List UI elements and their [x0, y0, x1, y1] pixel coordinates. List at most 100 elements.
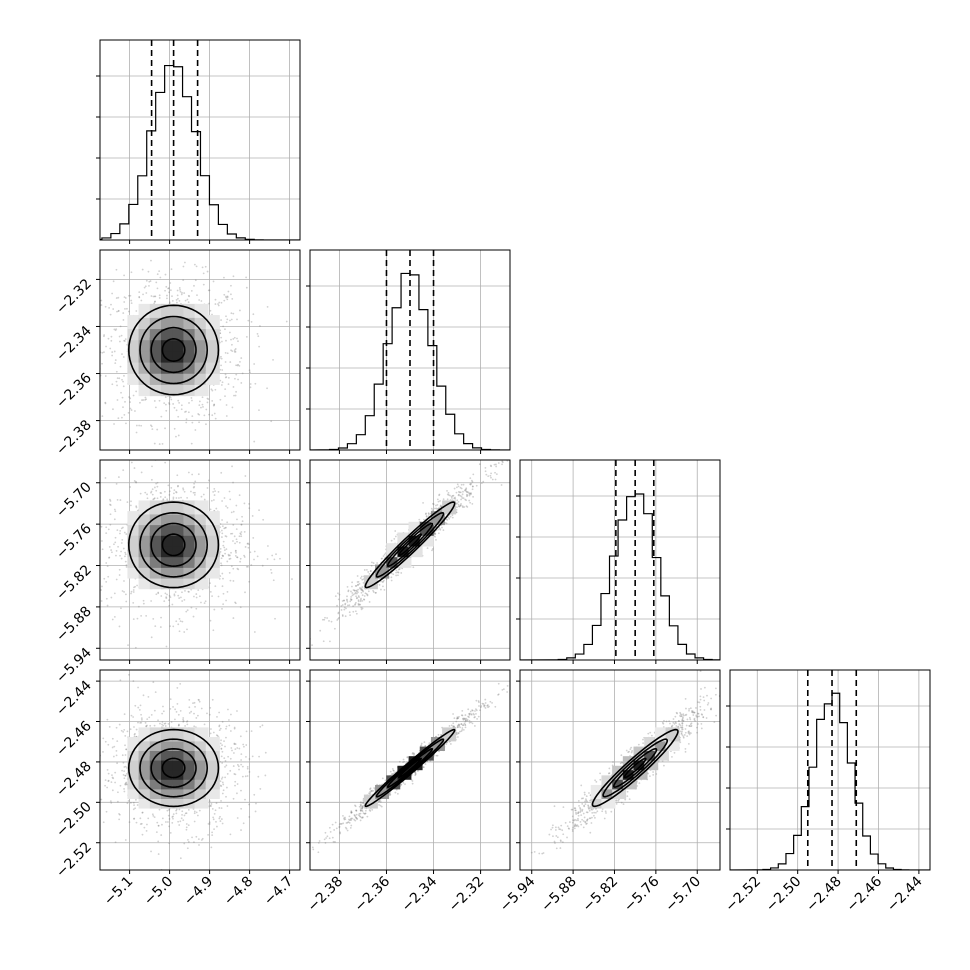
density-cell — [127, 511, 142, 526]
panel-content — [310, 250, 510, 450]
panel-frame — [99, 39, 301, 241]
x-tick-label: −2.34 — [399, 873, 441, 915]
density-cell — [194, 303, 209, 318]
contour-1 — [150, 326, 197, 374]
density-cell — [205, 564, 220, 579]
density-cell — [138, 500, 153, 515]
contour-0 — [397, 757, 423, 779]
density-cell — [205, 511, 220, 526]
contour-1 — [386, 747, 434, 789]
x-tick-label: −4.9 — [181, 874, 216, 909]
x-tick-label: −5.70 — [662, 874, 704, 916]
y-tick-label: −5.94 — [53, 645, 95, 687]
panel-frame — [99, 249, 301, 451]
density-cell — [161, 348, 175, 363]
contour-2 — [139, 738, 209, 798]
x-tick-label: −2.52 — [722, 874, 764, 916]
density-cell — [127, 532, 142, 547]
density-cell — [205, 348, 220, 363]
density-cell — [161, 532, 175, 547]
density-cell — [138, 575, 153, 590]
density-cell — [205, 370, 220, 385]
density-cell — [183, 521, 198, 536]
contour-0 — [397, 533, 423, 557]
density-cell — [363, 575, 378, 590]
x-tick-label: −2.46 — [844, 873, 886, 915]
density-cell — [127, 736, 142, 751]
panel-content — [530, 670, 720, 855]
x-tick-label: −5.88 — [538, 874, 580, 916]
contour-2 — [375, 511, 445, 578]
histogram-0 — [100, 64, 300, 240]
contour-1 — [150, 747, 197, 789]
density-cell — [161, 337, 175, 352]
x-tick-label: −5.82 — [580, 874, 622, 916]
density-cell — [172, 382, 187, 397]
panel-frame — [519, 459, 721, 661]
contour-3 — [364, 728, 456, 808]
panel-0-0 — [96, 39, 301, 244]
density-cell — [194, 575, 209, 590]
contour-3 — [364, 501, 456, 589]
x-tick-label: −4.8 — [221, 874, 256, 909]
density-cell — [183, 326, 198, 341]
density-cells — [363, 500, 457, 590]
density-cell — [205, 532, 220, 547]
panel-frame — [99, 669, 301, 871]
density-cell — [363, 794, 378, 809]
x-tick-label: −4.7 — [261, 874, 296, 909]
density-cell — [172, 348, 187, 363]
y-tick-label: −5.76 — [53, 521, 95, 563]
density-cell — [172, 575, 187, 590]
y-tick-label: −2.50 — [53, 799, 95, 841]
density-cell — [375, 564, 390, 579]
panel-content — [730, 670, 930, 870]
density-cell — [138, 727, 153, 742]
density-cell — [138, 303, 153, 318]
y-tick-label: −2.38 — [53, 417, 95, 459]
contour-3 — [127, 501, 220, 589]
panel-1-1 — [306, 249, 511, 454]
density-cell — [183, 553, 198, 568]
panel-2-2 — [516, 459, 721, 664]
panel-content — [100, 40, 300, 240]
panel-content — [311, 682, 509, 854]
panel-3-3: −2.52−2.50−2.48−2.46−2.44 — [722, 669, 931, 916]
panel-frame — [99, 459, 301, 661]
density-cell — [149, 326, 164, 341]
contour-2 — [375, 738, 445, 798]
density-cell — [172, 303, 187, 318]
density-cell — [172, 337, 187, 352]
density-cell — [138, 337, 153, 352]
panel-content — [100, 460, 293, 649]
density-cell — [172, 543, 187, 558]
density-cell — [127, 543, 142, 558]
panel-frame — [729, 669, 931, 871]
density-cell — [205, 337, 220, 352]
density-cell — [127, 564, 142, 579]
density-cell — [138, 382, 153, 397]
panel-3-0: −5.1 −5.0 −4.9 −4.8 −4.7 −2.52−2.50−2.48−2.46… — [53, 669, 301, 909]
density-cell — [205, 736, 220, 751]
contour-3 — [127, 728, 220, 808]
x-tick-label: −2.48 — [803, 874, 845, 916]
panel-frame — [519, 669, 721, 871]
y-tick-label: −2.32 — [53, 276, 95, 318]
density-cell — [194, 337, 209, 352]
y-tick-label: −5.82 — [53, 562, 95, 604]
density-cell — [127, 348, 142, 363]
density-cell — [161, 543, 175, 558]
density-cell — [172, 500, 187, 515]
density-cell — [205, 543, 220, 558]
histogram-2 — [520, 493, 720, 660]
histogram-3 — [730, 692, 930, 870]
density-cell — [138, 348, 153, 363]
contour-2 — [139, 511, 209, 578]
density-cell — [442, 500, 457, 515]
x-tick-label: −5.1 — [101, 874, 136, 909]
panel-content — [100, 673, 267, 870]
contour-3 — [591, 728, 679, 808]
density-cell — [127, 315, 142, 330]
